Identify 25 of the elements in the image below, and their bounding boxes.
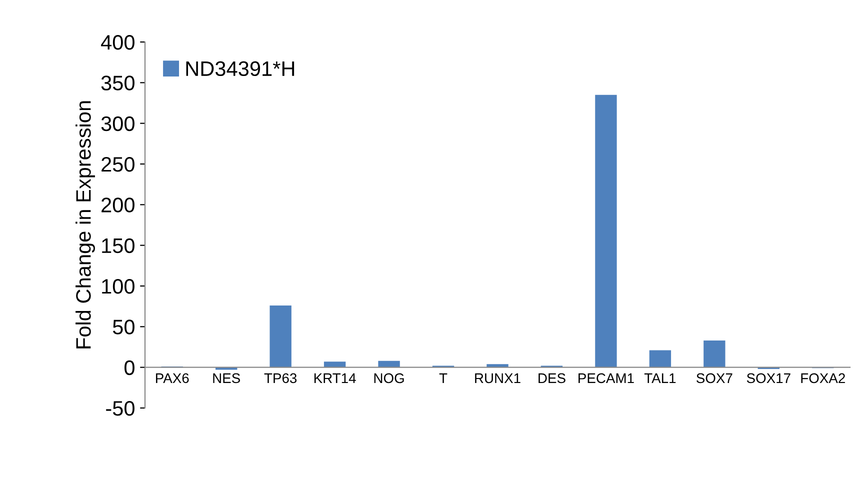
- y-tick-label: 350: [101, 76, 134, 90]
- y-axis-title: Fold Change in Expression: [76, 101, 95, 348]
- y-tick-label: 50: [112, 320, 134, 334]
- legend-label: ND34391*H: [186, 61, 294, 76]
- y-tick-label: -50: [106, 401, 134, 416]
- y-tick-label: 300: [101, 116, 134, 132]
- x-tick-label: NOG: [374, 373, 404, 384]
- x-tick-label: RUNX1: [475, 373, 520, 384]
- x-tick-label: T: [439, 373, 448, 383]
- y-tick-label: 150: [102, 238, 134, 254]
- y-tick-label: 100: [102, 279, 134, 294]
- x-tick-label: FOXA2: [801, 373, 845, 384]
- x-tick-label: PECAM1: [578, 373, 634, 384]
- y-tick-label: 400: [101, 35, 134, 50]
- x-tick-label: KRT14: [314, 373, 356, 383]
- y-tick-label: 200: [102, 198, 134, 212]
- x-tick-label: SOX17: [746, 373, 790, 384]
- x-tick-label: DES: [538, 373, 566, 384]
- x-tick-label: TP63: [264, 373, 297, 384]
- y-tick-label: 0: [124, 360, 134, 376]
- x-tick-label: SOX7: [696, 373, 732, 384]
- y-tick-label: 250: [102, 157, 134, 172]
- x-tick-label: TAL1: [644, 373, 676, 383]
- x-tick-label: NES: [213, 373, 240, 384]
- x-tick-label: PAX6: [156, 373, 189, 384]
